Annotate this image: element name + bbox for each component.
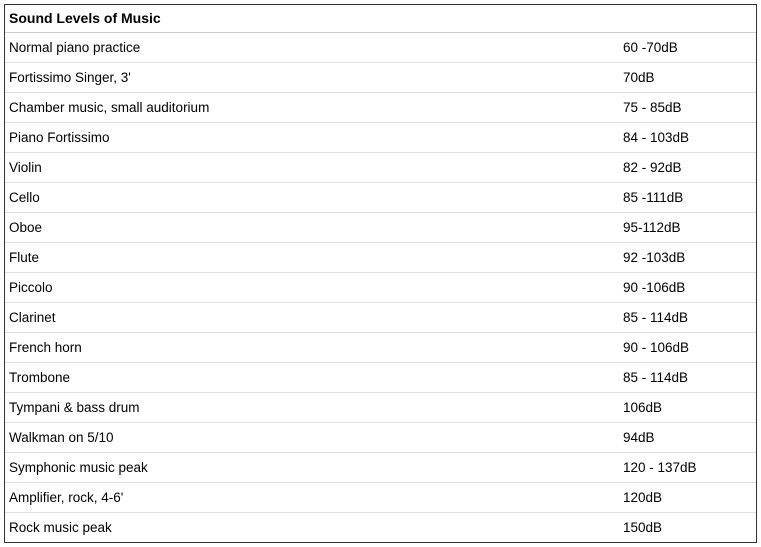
row-value: 150dB bbox=[623, 513, 756, 542]
row-value: 120dB bbox=[623, 483, 756, 512]
row-value: 82 - 92dB bbox=[623, 153, 756, 182]
row-value: 92 -103dB bbox=[623, 243, 756, 272]
row-value: 70dB bbox=[623, 63, 756, 92]
row-value: 106dB bbox=[623, 393, 756, 422]
table-row: Tympani & bass drum106dB bbox=[5, 393, 756, 423]
row-value: 60 -70dB bbox=[623, 33, 756, 62]
row-label: Normal piano practice bbox=[5, 33, 623, 62]
row-value: 75 - 85dB bbox=[623, 93, 756, 122]
row-label: Clarinet bbox=[5, 303, 623, 332]
table-row: Rock music peak150dB bbox=[5, 513, 756, 542]
table-body: Normal piano practice60 -70dBFortissimo … bbox=[5, 33, 756, 542]
row-value: 95-112dB bbox=[623, 213, 756, 242]
table-row: French horn90 - 106dB bbox=[5, 333, 756, 363]
row-label: Flute bbox=[5, 243, 623, 272]
table-row: Violin82 - 92dB bbox=[5, 153, 756, 183]
row-value: 94dB bbox=[623, 423, 756, 452]
table-row: Walkman on 5/1094dB bbox=[5, 423, 756, 453]
table-header-row: Sound Levels of Music bbox=[5, 5, 756, 33]
row-value: 84 - 103dB bbox=[623, 123, 756, 152]
row-label: Oboe bbox=[5, 213, 623, 242]
row-label: Trombone bbox=[5, 363, 623, 392]
table-row: Normal piano practice60 -70dB bbox=[5, 33, 756, 63]
row-label: Amplifier, rock, 4-6' bbox=[5, 483, 623, 512]
row-label: Rock music peak bbox=[5, 513, 623, 542]
table-row: Clarinet85 - 114dB bbox=[5, 303, 756, 333]
table-row: Amplifier, rock, 4-6'120dB bbox=[5, 483, 756, 513]
row-label: Piccolo bbox=[5, 273, 623, 302]
row-label: French horn bbox=[5, 333, 623, 362]
table-row: Flute92 -103dB bbox=[5, 243, 756, 273]
table-row: Oboe95-112dB bbox=[5, 213, 756, 243]
table-row: Piccolo90 -106dB bbox=[5, 273, 756, 303]
row-label: Chamber music, small auditorium bbox=[5, 93, 623, 122]
sound-levels-table: Sound Levels of Music Normal piano pract… bbox=[4, 4, 757, 543]
row-value: 90 -106dB bbox=[623, 273, 756, 302]
table-row: Fortissimo Singer, 3'70dB bbox=[5, 63, 756, 93]
table-row: Symphonic music peak120 - 137dB bbox=[5, 453, 756, 483]
row-value: 90 - 106dB bbox=[623, 333, 756, 362]
row-value: 120 - 137dB bbox=[623, 453, 756, 482]
row-value: 85 - 114dB bbox=[623, 303, 756, 332]
row-label: Tympani & bass drum bbox=[5, 393, 623, 422]
row-label: Walkman on 5/10 bbox=[5, 423, 623, 452]
row-label: Piano Fortissimo bbox=[5, 123, 623, 152]
table-title: Sound Levels of Music bbox=[5, 5, 756, 32]
row-label: Fortissimo Singer, 3' bbox=[5, 63, 623, 92]
table-row: Cello85 -111dB bbox=[5, 183, 756, 213]
row-value: 85 - 114dB bbox=[623, 363, 756, 392]
table-row: Trombone85 - 114dB bbox=[5, 363, 756, 393]
row-label: Cello bbox=[5, 183, 623, 212]
table-row: Piano Fortissimo84 - 103dB bbox=[5, 123, 756, 153]
row-value: 85 -111dB bbox=[623, 183, 756, 212]
row-label: Symphonic music peak bbox=[5, 453, 623, 482]
table-row: Chamber music, small auditorium75 - 85dB bbox=[5, 93, 756, 123]
row-label: Violin bbox=[5, 153, 623, 182]
